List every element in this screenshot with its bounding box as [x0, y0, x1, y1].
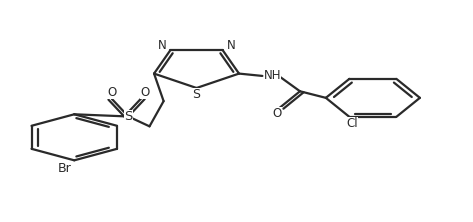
Text: O: O: [140, 86, 149, 99]
Text: NH: NH: [264, 69, 281, 82]
Text: Br: Br: [58, 162, 72, 175]
Text: Cl: Cl: [346, 117, 358, 130]
Text: O: O: [107, 86, 116, 99]
Text: O: O: [273, 107, 282, 120]
Text: S: S: [193, 88, 201, 101]
Text: N: N: [158, 39, 166, 52]
Text: N: N: [227, 39, 236, 52]
Text: S: S: [124, 110, 132, 123]
